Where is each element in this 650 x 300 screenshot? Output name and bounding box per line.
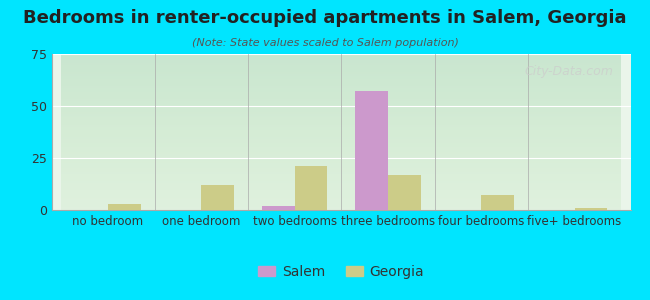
Bar xyxy=(356,92,388,210)
Bar xyxy=(388,175,421,210)
Bar xyxy=(575,208,607,210)
Bar xyxy=(481,195,514,210)
Bar xyxy=(202,185,234,210)
Text: Bedrooms in renter-occupied apartments in Salem, Georgia: Bedrooms in renter-occupied apartments i… xyxy=(23,9,627,27)
Text: City-Data.com: City-Data.com xyxy=(525,65,613,78)
Bar xyxy=(262,206,294,210)
Text: (Note: State values scaled to Salem population): (Note: State values scaled to Salem popu… xyxy=(192,38,458,47)
Bar xyxy=(294,166,327,210)
Bar xyxy=(108,204,140,210)
Legend: Salem, Georgia: Salem, Georgia xyxy=(253,259,430,284)
